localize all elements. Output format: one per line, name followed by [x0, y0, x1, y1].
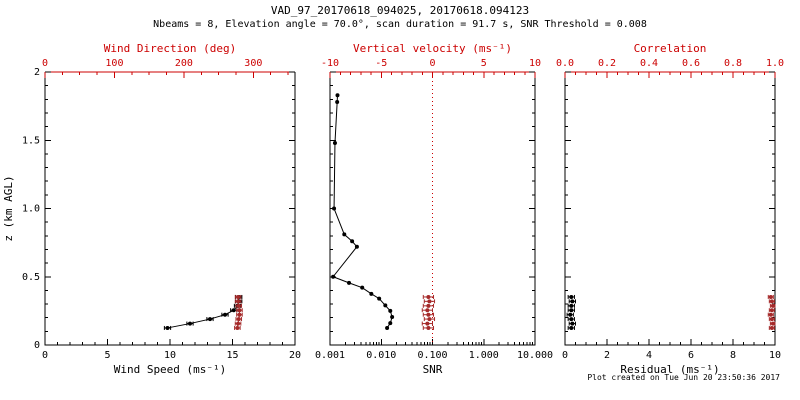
panel-snr: 0.001 0.010 0.100 1.000 10.000 SNR -10 -5 0 5 10 Ve… — [315, 42, 553, 376]
svg-text:0.6: 0.6 — [682, 58, 700, 69]
svg-text:5: 5 — [481, 58, 487, 69]
snr-vertical-velocity-series — [421, 294, 436, 330]
svg-text:300: 300 — [244, 58, 262, 69]
svg-text:0.0: 0.0 — [556, 58, 574, 69]
snr-snr-profile-series — [331, 93, 395, 330]
top-axis-title: Correlation — [634, 42, 707, 55]
top-axis-title: Wind Direction (deg) — [104, 42, 236, 55]
svg-text:10: 10 — [164, 350, 176, 361]
svg-text:0.4: 0.4 — [640, 58, 658, 69]
svg-text:0: 0 — [562, 350, 568, 361]
svg-text:10: 10 — [529, 58, 541, 69]
bottom-axis-title: SNR — [423, 363, 443, 376]
wind-wind-speed-series — [163, 294, 243, 330]
svg-text:0: 0 — [429, 58, 435, 69]
svg-text:15: 15 — [226, 350, 238, 361]
residual-correlation-series — [767, 294, 776, 330]
svg-text:0.100: 0.100 — [417, 350, 447, 361]
svg-text:8: 8 — [730, 350, 736, 361]
bottom-axis-title: Wind Speed (ms⁻¹) — [114, 363, 227, 376]
axes-box — [44, 72, 296, 346]
svg-text:1.5: 1.5 — [22, 135, 40, 146]
svg-text:10.000: 10.000 — [517, 350, 553, 361]
svg-text:0.010: 0.010 — [366, 350, 396, 361]
svg-text:1.000: 1.000 — [469, 350, 499, 361]
svg-text:4: 4 — [646, 350, 652, 361]
svg-text:0.2: 0.2 — [598, 58, 616, 69]
svg-text:0.5: 0.5 — [22, 272, 40, 283]
plot-subtitle: Nbeams = 8, Elevation angle = 70.0°, sca… — [153, 19, 647, 30]
residual-residual-series — [566, 294, 576, 330]
svg-text:20: 20 — [289, 350, 301, 361]
svg-text:0: 0 — [42, 58, 48, 69]
svg-text:-5: -5 — [375, 58, 387, 69]
svg-text:1.0: 1.0 — [766, 58, 784, 69]
axes-box — [329, 72, 536, 346]
top-axis-title: Vertical velocity (ms⁻¹) — [353, 42, 512, 55]
wind-wind-direction-series — [234, 294, 243, 330]
svg-text:2: 2 — [604, 350, 610, 361]
svg-text:2: 2 — [34, 67, 40, 78]
svg-text:-10: -10 — [321, 58, 339, 69]
svg-text:6: 6 — [688, 350, 694, 361]
y-axis-label: z (km AGL) — [2, 175, 15, 241]
bottom-axis-title: Residual (ms⁻¹) — [620, 363, 719, 376]
svg-text:10: 10 — [769, 350, 781, 361]
plot-timestamp: Plot created on Tue Jun 20 23:50:36 2017 — [587, 373, 780, 382]
svg-text:5: 5 — [104, 350, 110, 361]
panel-residual: 0 2 4 6 8 10 Residual (ms⁻¹) 0.0 0.2 0.4 0.6 0.8 1.0… — [556, 42, 784, 376]
svg-text:0: 0 — [42, 350, 48, 361]
svg-text:100: 100 — [105, 58, 123, 69]
svg-text:1.0: 1.0 — [22, 204, 40, 215]
plot-title: VAD_97_20170618_094025, 20170618.094123 — [270, 4, 530, 17]
svg-text:0.001: 0.001 — [315, 350, 345, 361]
svg-text:0: 0 — [34, 340, 40, 351]
axes-box — [564, 72, 776, 346]
svg-text:0.8: 0.8 — [724, 58, 742, 69]
svg-text:200: 200 — [175, 58, 193, 69]
